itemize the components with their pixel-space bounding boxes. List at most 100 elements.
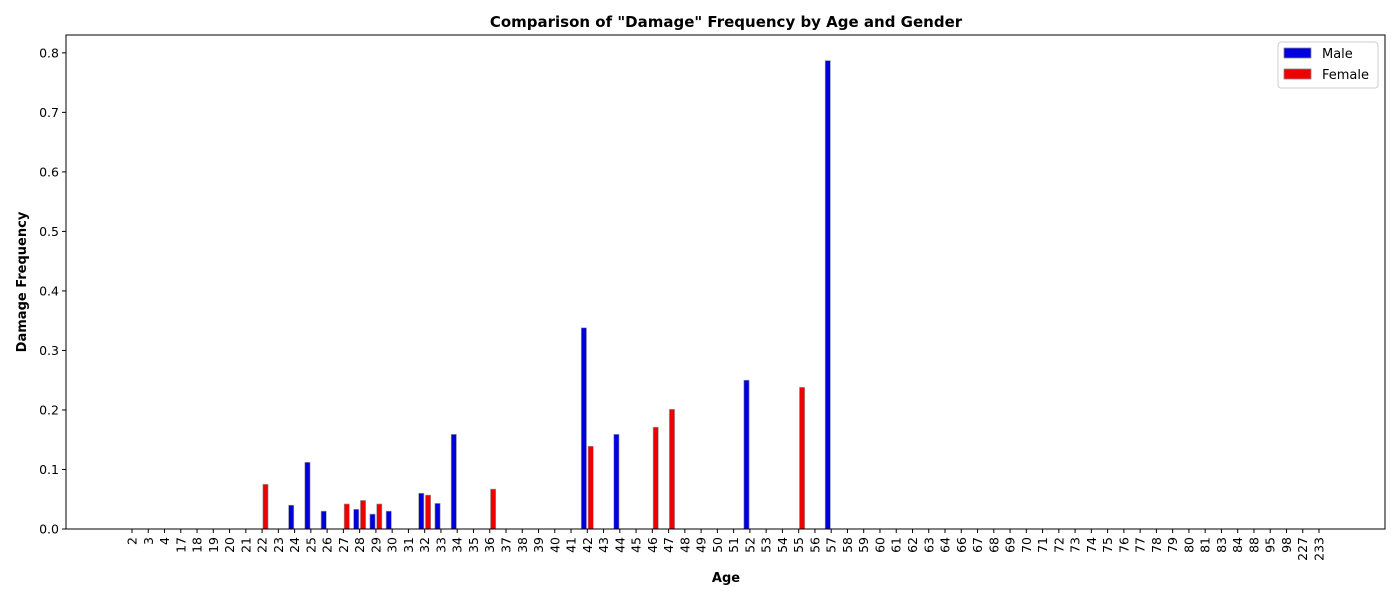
- x-tick-label: 58: [840, 537, 855, 553]
- bar-male-57: [824, 60, 831, 530]
- x-tick-label: 22: [255, 537, 270, 553]
- x-tick-label: 63: [921, 537, 936, 553]
- x-tick-label: 227: [1295, 537, 1310, 561]
- x-tick-label: 53: [759, 537, 774, 553]
- x-tick-label: 76: [1116, 537, 1131, 553]
- bar-female-42: [587, 445, 594, 530]
- bar-male-32: [418, 492, 425, 530]
- bar-male-26: [320, 510, 327, 530]
- y-tick-label: 0.1: [39, 462, 59, 477]
- y-tick-label: 0.8: [39, 45, 59, 60]
- x-tick-label: 50: [710, 537, 725, 553]
- x-tick-label: 68: [986, 537, 1001, 553]
- bar-female-47: [669, 409, 675, 530]
- x-tick-label: 19: [206, 537, 221, 553]
- x-tick-label: 83: [1214, 537, 1229, 553]
- x-tick-label: 72: [1051, 537, 1066, 553]
- legend-swatch-male: [1283, 47, 1312, 59]
- x-tick-label: 64: [938, 537, 953, 553]
- y-tick-label: 0.2: [39, 402, 59, 417]
- x-tick-label: 37: [498, 537, 513, 553]
- x-tick-label: 40: [547, 537, 562, 553]
- x-tick-label: 32: [417, 537, 432, 553]
- legend-swatch-female: [1283, 68, 1312, 80]
- x-tick-label: 44: [612, 537, 627, 553]
- x-tick-label: 74: [1084, 537, 1099, 553]
- bar-male-29: [369, 513, 376, 530]
- x-tick-label: 30: [385, 537, 400, 553]
- x-tick-label: 39: [531, 537, 546, 553]
- bar-female-46: [652, 426, 659, 530]
- bars-group: [262, 60, 831, 530]
- x-tick-label: 28: [352, 537, 367, 553]
- x-tick-label: 62: [905, 537, 920, 553]
- bar-female-36: [490, 488, 497, 530]
- bar-female-22: [262, 484, 269, 530]
- y-axis-label: Damage Frequency: [15, 211, 30, 352]
- x-tick-label: 26: [320, 537, 335, 553]
- legend: Male Female: [1277, 41, 1379, 89]
- bar-female-32: [425, 494, 431, 530]
- x-tick-label: 4: [157, 537, 172, 545]
- x-tick-label: 73: [1068, 537, 1083, 553]
- x-tick-label: 98: [1279, 537, 1294, 553]
- bar-male-30: [385, 510, 392, 530]
- bar-female-55: [799, 387, 805, 530]
- x-tick-label: 20: [222, 537, 237, 553]
- y-tick-label: 0.7: [39, 105, 59, 120]
- y-tick-label: 0.3: [39, 343, 59, 358]
- bar-male-52: [743, 379, 750, 530]
- bar-female-29: [376, 503, 383, 530]
- x-tick-label: 79: [1165, 537, 1180, 553]
- x-tick-label: 29: [368, 537, 383, 553]
- x-tick-label: 23: [271, 537, 286, 553]
- x-tick-label: 45: [629, 537, 644, 553]
- legend-label-male: Male: [1322, 47, 1353, 62]
- x-tick-label: 47: [661, 537, 676, 553]
- x-tick-label: 31: [401, 537, 416, 553]
- bar-male-28: [353, 509, 360, 530]
- bar-male-33: [434, 503, 441, 530]
- x-tick-label: 36: [482, 537, 497, 553]
- x-tick-label: 57: [824, 537, 839, 553]
- x-tick-label: 43: [596, 537, 611, 553]
- x-tick-label: 71: [1035, 537, 1050, 553]
- x-tick-label: 49: [694, 537, 709, 553]
- y-tick-label: 0.6: [39, 164, 59, 179]
- x-tick-label: 2: [125, 537, 140, 545]
- y-axis: 0.0 0.1 0.2 0.3 0.4 0.5 0.6 0.7 0.8: [39, 45, 66, 537]
- y-tick-label: 0.5: [39, 224, 59, 239]
- x-tick-label: 35: [466, 537, 481, 553]
- chart-title: Comparison of "Damage" Frequency by Age …: [490, 13, 963, 31]
- plot-frame: [65, 34, 1386, 530]
- x-tick-label: 42: [580, 537, 595, 553]
- x-tick-label: 77: [1133, 537, 1148, 553]
- x-tick-label: 70: [1019, 537, 1034, 553]
- x-tick-label: 60: [872, 537, 887, 553]
- x-tick-label: 18: [190, 537, 205, 553]
- x-tick-label: 75: [1100, 537, 1115, 553]
- x-tick-label: 33: [433, 537, 448, 553]
- x-tick-label: 88: [1246, 537, 1261, 553]
- x-tick-label: 25: [303, 537, 318, 553]
- x-tick-label: 34: [450, 537, 465, 553]
- x-tick-label: 54: [775, 537, 790, 553]
- x-tick-label: 55: [791, 537, 806, 553]
- x-tick-label: 38: [515, 537, 530, 553]
- x-tick-label: 81: [1198, 537, 1213, 553]
- x-tick-label: 61: [889, 537, 904, 553]
- x-tick-label: 3: [141, 537, 156, 545]
- x-tick-label: 80: [1181, 537, 1196, 553]
- x-tick-label: 84: [1230, 537, 1245, 553]
- x-tick-label: 69: [1003, 537, 1018, 553]
- x-tick-label: 52: [742, 537, 757, 553]
- x-tick-label: 233: [1312, 537, 1327, 561]
- x-tick-label: 78: [1149, 537, 1164, 553]
- x-tick-label: 41: [564, 537, 579, 553]
- bar-male-34: [450, 434, 457, 530]
- y-tick-label: 0.0: [39, 522, 59, 537]
- x-tick-label: 21: [238, 537, 253, 553]
- bar-female-27: [343, 503, 350, 530]
